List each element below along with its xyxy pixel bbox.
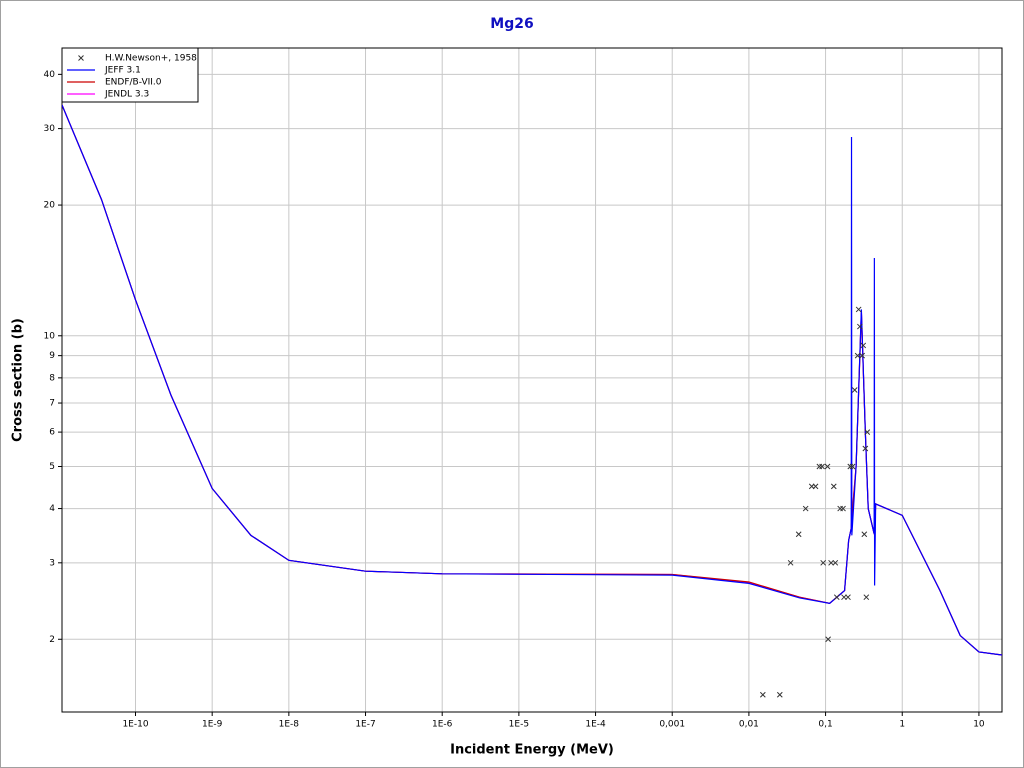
data-point	[776, 691, 783, 698]
legend-marker	[78, 55, 84, 61]
x-tick-label: 1E-4	[585, 720, 606, 730]
grid: 1E-10 1E-9 1E-8 1E-7 1E-6 1E-5 1E-4 0,001 0,01 0,…	[44, 47, 1003, 730]
y-tick-label: 8	[49, 373, 55, 383]
x-tick-label: 1	[899, 720, 905, 730]
data-point	[845, 594, 851, 601]
y-axis-label: Cross section (b)	[11, 318, 26, 442]
x-tick-label: 1E-10	[122, 720, 148, 730]
y-tick-label: 10	[44, 331, 56, 341]
data-point	[824, 463, 831, 470]
plot-border	[61, 47, 1003, 713]
data-point	[795, 531, 802, 538]
y-tick-label: 7	[49, 399, 55, 409]
data-point	[787, 559, 794, 566]
x-tick-label: 10	[973, 720, 985, 730]
chart-title: Mg26	[490, 16, 533, 32]
data-point	[863, 594, 870, 601]
data-point	[847, 463, 854, 470]
x-axis-label: Incident Energy (MeV)	[450, 743, 614, 758]
data-point	[861, 531, 868, 538]
x-tick-label: 0,001	[659, 720, 685, 730]
legend-label: ENDF/B-VII.0	[105, 78, 162, 88]
legend-label: JENDL 3.3	[104, 90, 149, 100]
data-point	[851, 387, 858, 393]
x-tick-label: 1E-6	[432, 720, 453, 730]
data-point	[857, 323, 863, 330]
data-point	[802, 505, 809, 512]
y-tick-label: 5	[49, 462, 55, 472]
data-point	[759, 691, 766, 698]
data-point	[832, 559, 839, 566]
x-tick-label: 1E-5	[509, 720, 529, 730]
series-line	[62, 104, 1002, 656]
y-tick-label: 40	[44, 70, 56, 80]
data-point	[830, 483, 837, 490]
data-point	[825, 636, 831, 643]
plot-area	[62, 104, 1002, 698]
x-tick-label: 1E-9	[202, 720, 223, 730]
y-tick-label: 30	[44, 124, 56, 134]
legend: H.W.Newson+, 1958 JEFF 3.1 ENDF/B-VII.0 JEN…	[61, 47, 199, 103]
data-point	[864, 429, 871, 435]
y-tick-label: 2	[49, 635, 55, 645]
y-tick-label: 6	[49, 428, 55, 438]
legend-label: H.W.Newson+, 1958	[105, 54, 197, 64]
data-point	[860, 342, 867, 349]
data-point	[833, 594, 840, 601]
data-point	[840, 505, 846, 512]
data-point	[849, 463, 856, 470]
y-tick-label: 9	[49, 351, 55, 361]
legend-box	[61, 47, 199, 103]
data-point	[812, 483, 819, 490]
x-tick-label: 1E-7	[355, 720, 375, 730]
data-point	[828, 559, 834, 566]
y-tick-label: 20	[44, 201, 56, 211]
y-tick-label: 4	[49, 504, 55, 514]
data-point	[862, 445, 869, 452]
x-tick-label: 0,01	[739, 720, 759, 730]
x-tick-label: 1E-8	[279, 720, 300, 730]
data-point	[855, 306, 862, 313]
x-tick-label: 0,1	[818, 720, 832, 730]
data-point	[819, 463, 825, 470]
data-point	[820, 559, 827, 566]
data-point	[854, 352, 861, 359]
legend-label: JEFF 3.1	[104, 66, 141, 76]
y-tick-label: 3	[49, 558, 55, 568]
data-point	[859, 352, 866, 359]
